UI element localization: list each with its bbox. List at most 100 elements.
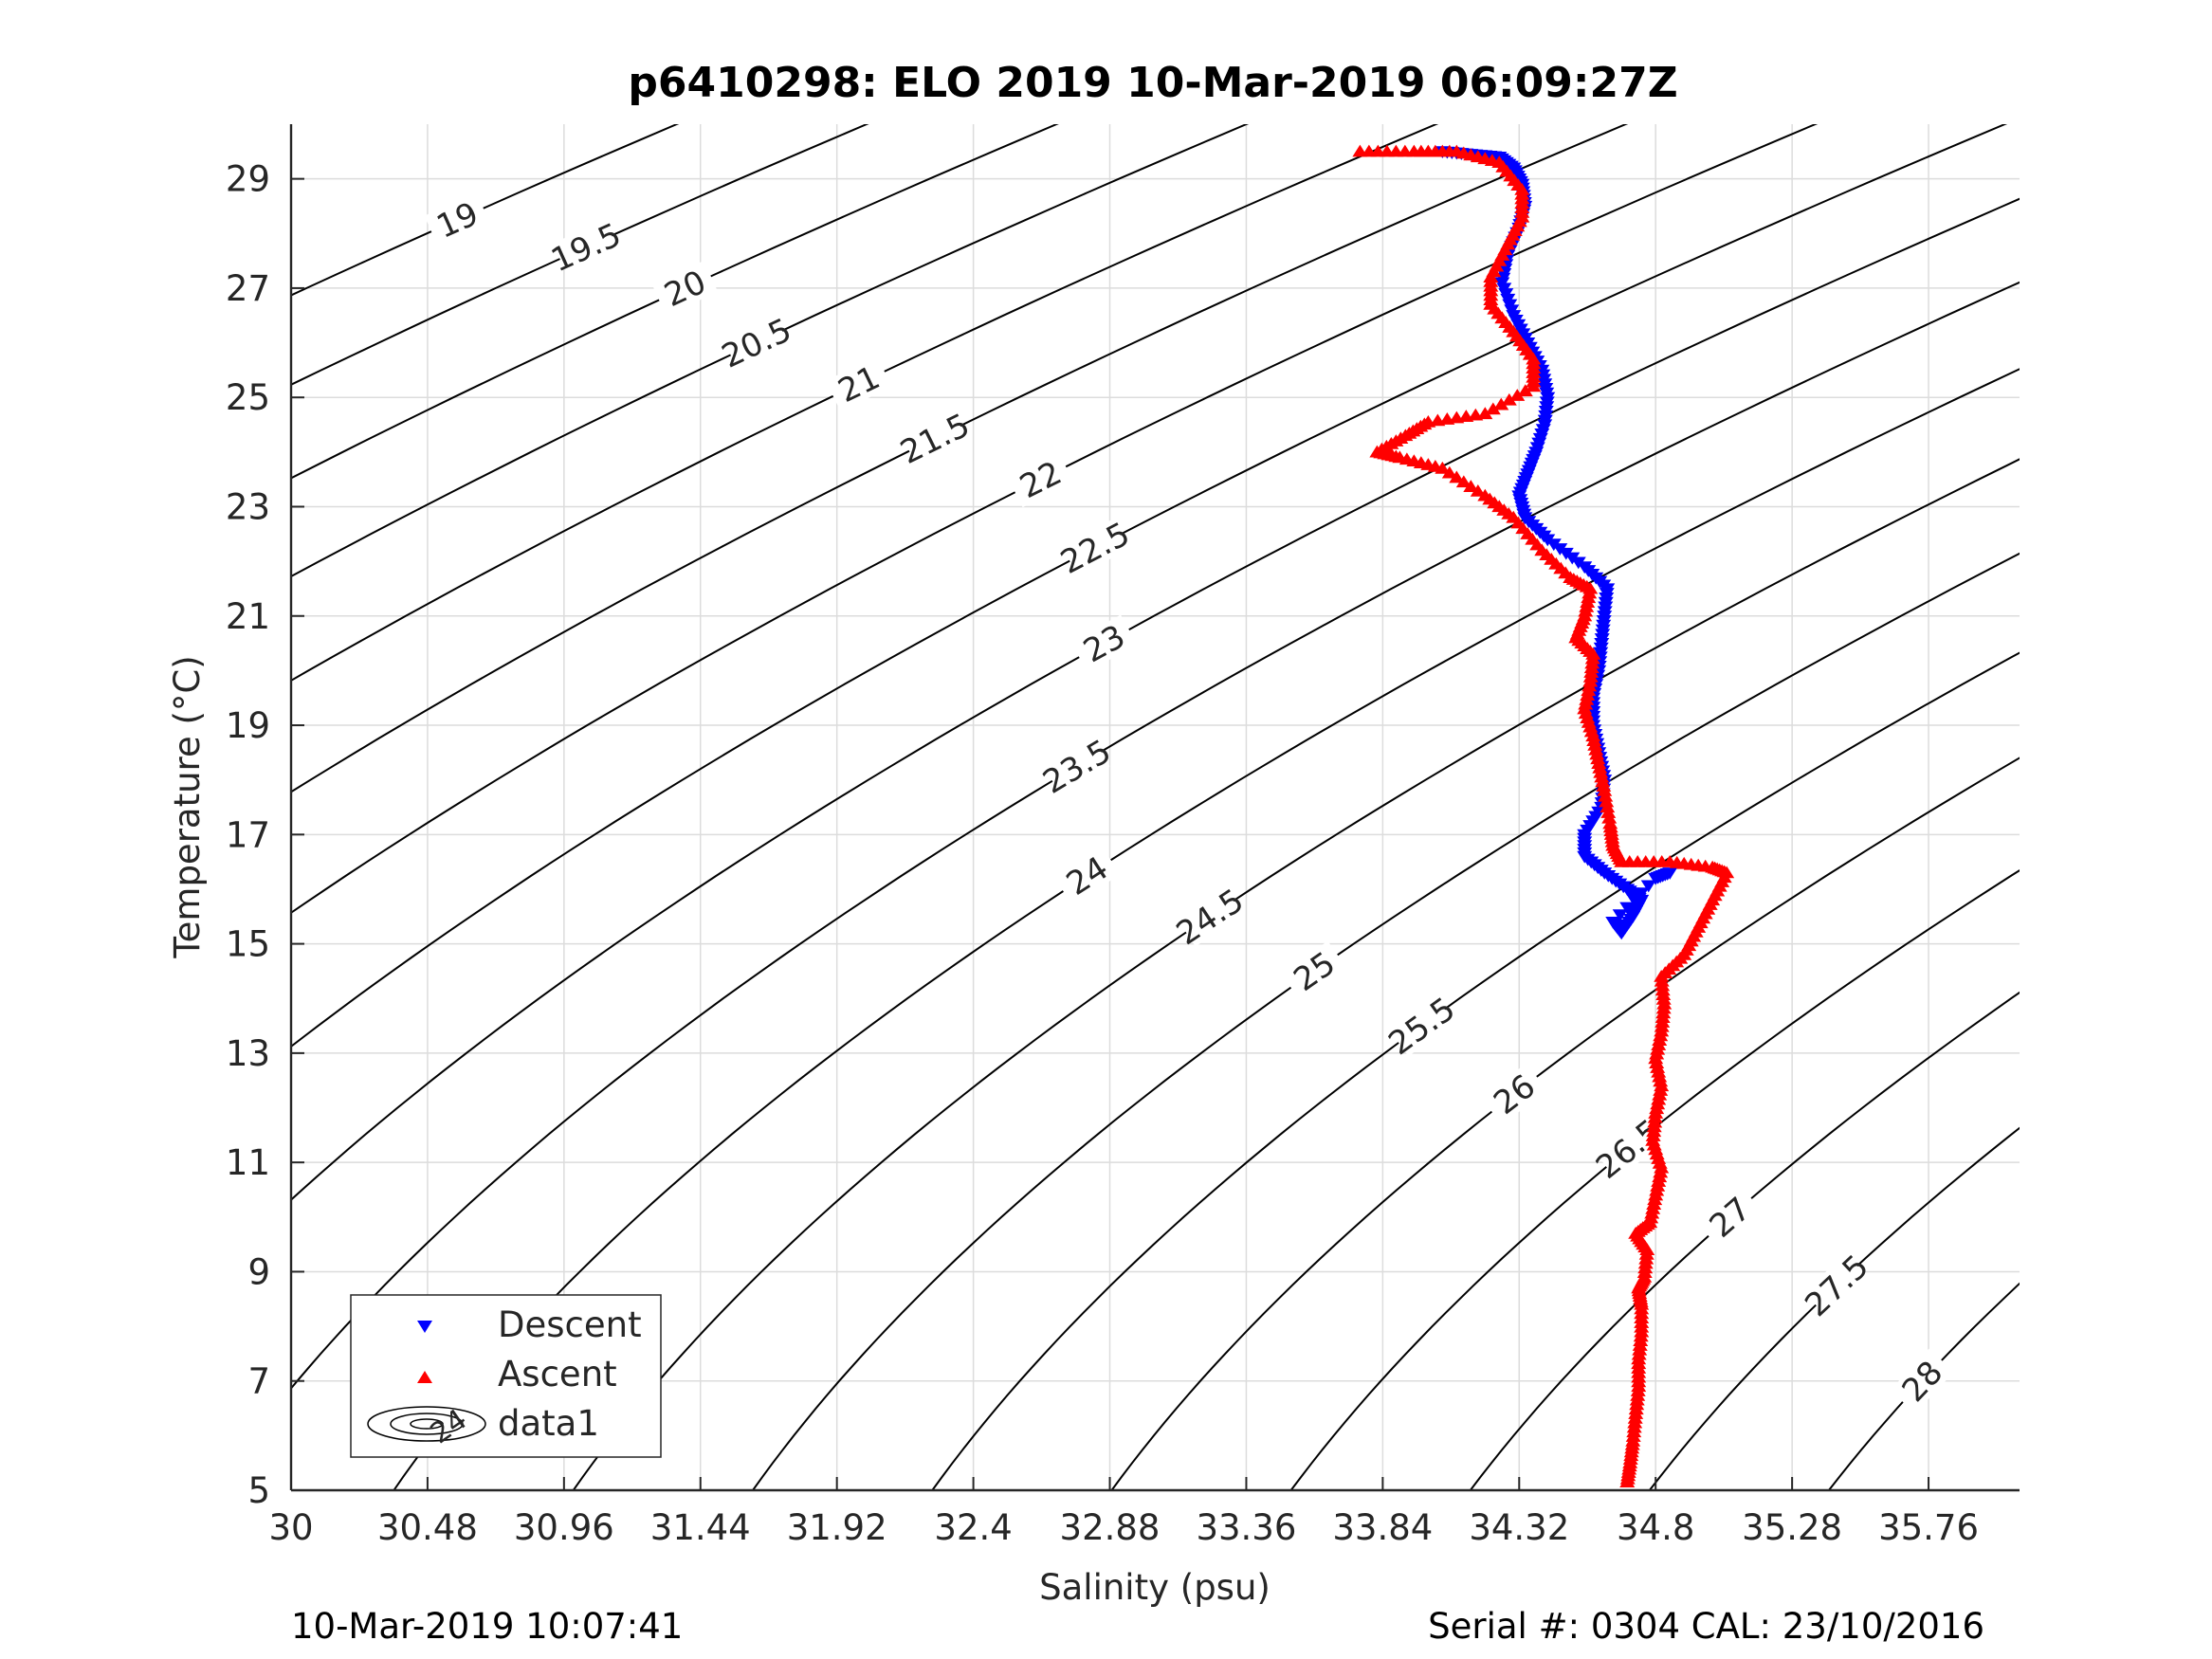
ascent-point bbox=[1580, 595, 1596, 608]
descent-point bbox=[1619, 902, 1636, 915]
contour-label-bg bbox=[651, 261, 719, 316]
ascent-point bbox=[1601, 811, 1618, 824]
x-tick-label: 30.96 bbox=[514, 1507, 614, 1548]
ascent-point bbox=[1517, 384, 1533, 397]
chart-title: p6410298: ELO 2019 10-Mar-2019 06:09:27Z bbox=[628, 59, 1677, 107]
ascent-point bbox=[1653, 1029, 1669, 1042]
ascent-point bbox=[1581, 591, 1597, 604]
contour-label-bg bbox=[1388, 994, 1455, 1057]
ascent-point bbox=[1470, 483, 1486, 497]
contour-label-bg bbox=[1043, 737, 1110, 796]
ascent-point bbox=[1581, 586, 1598, 599]
legend: Descent Ascent 24 data1 bbox=[350, 1294, 662, 1458]
ascent-point bbox=[1647, 1193, 1663, 1206]
y-tick-label: 15 bbox=[226, 924, 270, 965]
ascent-point bbox=[1619, 1475, 1636, 1487]
x-tick-label: 35.76 bbox=[1878, 1507, 1979, 1548]
x-tick-label: 33.36 bbox=[1196, 1507, 1296, 1548]
isopycnal-line bbox=[291, 124, 1059, 480]
legend-data1-label: data1 bbox=[498, 1403, 599, 1444]
ascent-point bbox=[1449, 410, 1465, 424]
axes bbox=[289, 124, 2020, 1492]
x-tick-label: 34.8 bbox=[1617, 1507, 1694, 1548]
descent-point bbox=[1640, 880, 1656, 893]
isopycnal-line bbox=[751, 552, 2020, 1490]
contour-label-bg bbox=[1481, 1063, 1547, 1125]
ascent-point bbox=[1651, 1092, 1667, 1105]
ascent-point bbox=[1501, 392, 1517, 406]
ascent-point bbox=[1651, 1175, 1667, 1187]
isopycnal-line bbox=[1110, 757, 2020, 1490]
isopycnal-line bbox=[291, 124, 2008, 1048]
y-tick-label: 11 bbox=[226, 1142, 270, 1183]
ascent-point bbox=[1477, 407, 1493, 420]
x-tick-label: 31.44 bbox=[650, 1507, 751, 1548]
contour-label-bg bbox=[1061, 519, 1128, 576]
ascent-point bbox=[1598, 789, 1614, 802]
ascent-point bbox=[1526, 379, 1542, 392]
legend-descent-marker bbox=[417, 1321, 432, 1333]
ascent-point bbox=[1653, 1074, 1669, 1087]
isopycnal-line bbox=[1827, 1282, 2020, 1490]
ascent-point bbox=[1581, 684, 1597, 697]
x-axis-label: Salinity (psu) bbox=[1039, 1567, 1271, 1608]
isopycnal-line bbox=[291, 124, 1629, 793]
ascent-point bbox=[1651, 1038, 1667, 1050]
x-tick-label: 33.84 bbox=[1332, 1507, 1433, 1548]
legend-contour-icon bbox=[367, 1406, 486, 1442]
descent-point bbox=[1612, 909, 1628, 922]
ascent-point bbox=[1600, 800, 1616, 813]
ascent-point bbox=[1654, 1079, 1670, 1092]
ascent-point bbox=[1653, 1165, 1669, 1178]
descent-point bbox=[1634, 887, 1650, 901]
ascent-point bbox=[1652, 1069, 1668, 1083]
ascent-point bbox=[1587, 738, 1603, 751]
footer-serial-cal: Serial #: 0304 CAL: 23/10/2016 bbox=[1428, 1606, 1984, 1647]
ascent-point bbox=[1580, 688, 1596, 701]
ascent-point bbox=[1650, 1061, 1666, 1073]
ascent-point bbox=[1650, 1042, 1666, 1055]
y-tick-label: 9 bbox=[247, 1251, 270, 1292]
y-tick-label: 29 bbox=[226, 159, 270, 200]
contour-label-bg bbox=[1281, 940, 1347, 1002]
ascent-point bbox=[1652, 1087, 1668, 1101]
contour-label-bg bbox=[1696, 1185, 1763, 1249]
ascent-point bbox=[1595, 775, 1611, 788]
ascent-point bbox=[1581, 679, 1598, 692]
ascent-point bbox=[1455, 475, 1472, 488]
ascent-point bbox=[1582, 674, 1599, 687]
density-contours bbox=[291, 124, 2020, 1490]
contour-label-bg bbox=[722, 315, 790, 371]
contour-label-bg bbox=[1595, 1117, 1662, 1180]
ascent-point bbox=[1468, 408, 1484, 421]
ascent-point bbox=[1599, 794, 1615, 808]
ascent-point bbox=[1435, 461, 1451, 474]
y-tick-label: 19 bbox=[226, 705, 270, 746]
legend-descent-label: Descent bbox=[498, 1304, 642, 1345]
contour-label-bg bbox=[1803, 1253, 1870, 1318]
contour-label-bg bbox=[1053, 846, 1121, 905]
y-tick-label: 13 bbox=[226, 1033, 270, 1074]
plot-area bbox=[291, 124, 2020, 1490]
ascent-point bbox=[1593, 765, 1609, 778]
ascent-series bbox=[1352, 144, 1735, 1487]
legend-ascent-label: Ascent bbox=[498, 1354, 617, 1395]
ascent-point bbox=[1648, 1051, 1664, 1065]
y-tick-label: 17 bbox=[226, 814, 270, 855]
ascent-point bbox=[1589, 747, 1605, 760]
isopycnal-line bbox=[291, 124, 1439, 682]
x-tick-label: 30 bbox=[268, 1507, 313, 1548]
ascent-point bbox=[1458, 410, 1474, 422]
ascent-point bbox=[1585, 729, 1601, 742]
x-tick-label: 32.4 bbox=[934, 1507, 1012, 1548]
contour-label-bg bbox=[902, 410, 968, 466]
contour-label-bg bbox=[1070, 614, 1138, 672]
y-tick-label: 21 bbox=[226, 596, 270, 637]
isopycnal-line bbox=[291, 124, 869, 386]
ascent-point bbox=[1652, 1170, 1668, 1183]
y-axis-label: Temperature (°C) bbox=[167, 655, 208, 958]
x-tick-labels: 30 30.48 30.96 31.44 31.92 32.4 32.88 33.36 33.8… bbox=[268, 1507, 1979, 1548]
y-tick-labels: 5 7 9 11 13 15 17 19 21 23 25 27 29 bbox=[226, 159, 270, 1511]
contour-label-bg bbox=[825, 356, 892, 411]
y-tick-label: 25 bbox=[226, 377, 270, 418]
